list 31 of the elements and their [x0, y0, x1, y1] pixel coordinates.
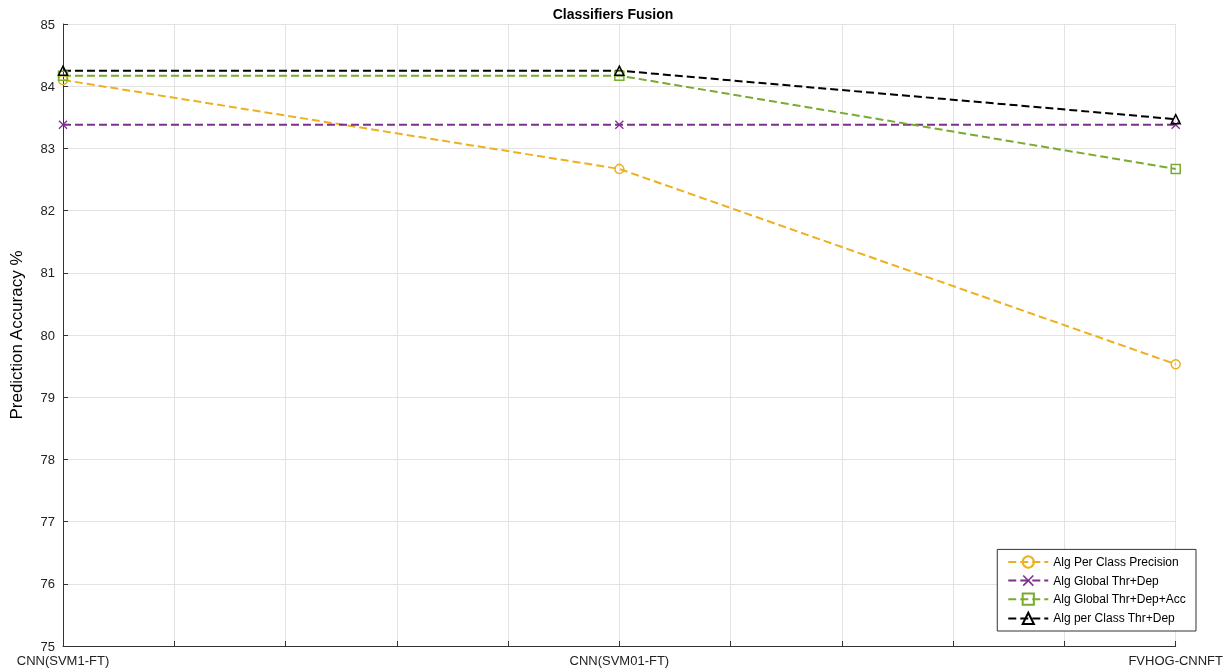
point: [57, 65, 69, 76]
point: [1170, 113, 1181, 125]
y-tick-label: 79: [40, 389, 55, 405]
point: [57, 74, 69, 86]
legend-label: Alg Global Thr+Dep: [1053, 573, 1160, 588]
chart-title: Classifiers Fusion: [552, 6, 674, 22]
legend-label: Alg Per Class Precision: [1053, 555, 1179, 569]
x-tick-label: CNN(SVM01-FT): [569, 653, 670, 668]
point: [1170, 358, 1181, 370]
x-tick-label: FVHOG-CNNFT: [1128, 653, 1224, 668]
legend-label: Alg per Class Thr+Dep: [1053, 611, 1176, 626]
point: [614, 70, 625, 81]
y-tick-label: 83: [40, 140, 55, 156]
y-tick-label: 80: [40, 327, 55, 343]
point: [1170, 163, 1181, 175]
y-tick-label: 78: [40, 451, 55, 467]
x-tick-label: CNN(SVM1-FT): [16, 653, 110, 668]
y-axis-title: Prediction Accuracy %: [7, 250, 26, 420]
y-tick-label: 81: [40, 265, 55, 281]
y-tick-label: 75: [40, 638, 55, 654]
point: [57, 70, 69, 81]
y-tick-label: 76: [40, 576, 55, 592]
legend-label: Alg Global Thr+Dep+Acc: [1053, 592, 1186, 607]
y-tick-label: 85: [40, 16, 55, 32]
y-tick-label: 84: [40, 78, 55, 94]
y-tick-label: 82: [40, 203, 55, 219]
y-tick-label: 77: [40, 514, 55, 530]
point: [614, 65, 625, 76]
point: [614, 120, 624, 130]
point: [614, 163, 625, 175]
point: [58, 120, 68, 130]
